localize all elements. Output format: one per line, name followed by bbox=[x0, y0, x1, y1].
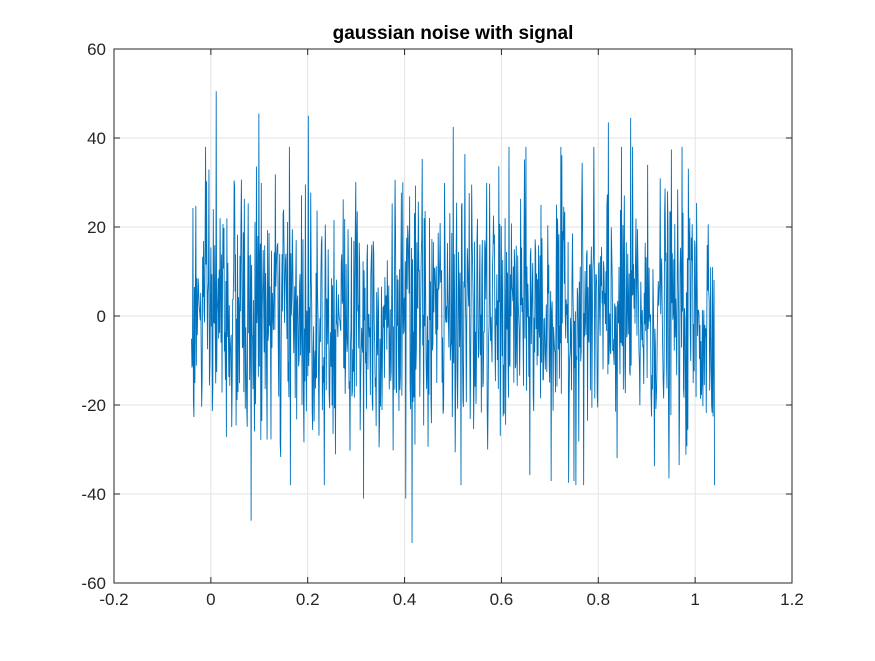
y-tick-label: -40 bbox=[81, 485, 106, 504]
y-tick-labels: -60 -40 -20 0 20 40 60 bbox=[81, 40, 106, 593]
series-line-noisy-signal bbox=[191, 91, 715, 543]
tick-marks bbox=[113, 48, 793, 584]
x-tick-label: -0.2 bbox=[99, 590, 128, 609]
y-tick-label: -60 bbox=[81, 574, 106, 593]
x-tick-label: 0.4 bbox=[393, 590, 417, 609]
x-tick-label: 0 bbox=[206, 590, 215, 609]
x-tick-label: 1.2 bbox=[780, 590, 804, 609]
x-tick-labels: -0.2 0 0.2 0.4 0.6 0.8 1 1.2 bbox=[99, 590, 803, 609]
y-tick-label: 20 bbox=[87, 218, 106, 237]
x-tick-label: 0.6 bbox=[490, 590, 514, 609]
y-tick-label: 0 bbox=[97, 307, 106, 326]
y-tick-label: 40 bbox=[87, 129, 106, 148]
x-tick-label: 1 bbox=[690, 590, 699, 609]
x-tick-label: 0.2 bbox=[296, 590, 320, 609]
y-tick-label: 60 bbox=[87, 40, 106, 59]
y-tick-label: -20 bbox=[81, 396, 106, 415]
chart-title: gaussian noise with signal bbox=[333, 23, 574, 44]
x-tick-label: 0.8 bbox=[586, 590, 610, 609]
series-layer bbox=[191, 91, 715, 543]
